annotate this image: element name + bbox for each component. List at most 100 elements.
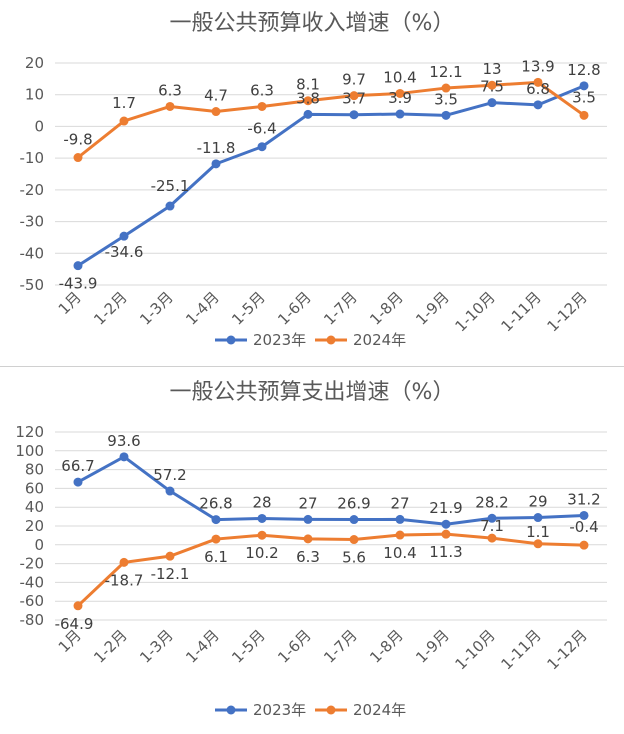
y-tick-label: 0 [34,117,44,135]
data-label: 66.7 [61,457,94,475]
y-tick-label: -40 [20,244,45,262]
data-label: 13.9 [521,57,554,75]
x-tick-label: 1-4月 [182,288,223,329]
data-point [441,83,451,93]
y-tick-label: -20 [20,181,45,199]
expenditure-chart-svg: 一般公共预算支出增速（%） -80-60-40-20020406080100120… [15,380,607,719]
data-point [73,261,83,271]
x-tick-label: 1-2月 [90,288,131,329]
data-point [211,107,221,117]
x-tick-label: 1-3月 [136,288,177,329]
data-point [487,98,497,108]
x-tick-label: 1-12月 [543,288,590,335]
data-point [303,534,313,544]
y-tick-label: 10 [25,86,44,104]
data-label: -25.1 [151,177,190,195]
data-point [119,557,129,567]
y-tick-label: -80 [20,611,45,629]
data-label: 31.2 [567,490,600,508]
data-label: 6.8 [526,80,550,98]
data-label: 3.8 [296,89,320,107]
expenditure-growth-chart: 一般公共预算支出增速（%） -80 -60 -40 -20 0 20 40 60 80 100 120… [0,367,624,734]
data-label: 4.7 [204,87,228,105]
data-point [73,153,83,163]
y-tick-label: 60 [25,479,44,497]
data-label: 26.9 [337,495,370,513]
data-point [257,513,267,523]
data-label: 9.7 [342,71,366,89]
data-label: 3.5 [434,90,458,108]
x-tick-label: 1-3月 [136,626,177,667]
data-label: 93.6 [107,432,140,450]
data-point [119,452,129,462]
data-point [349,515,359,525]
data-point [349,535,359,545]
data-point [303,96,313,106]
data-label: 3.7 [342,90,366,108]
x-tick-label: 1-7月 [320,626,361,667]
data-point [441,110,451,120]
x-tick-label: 1-10月 [451,626,498,673]
legend-swatch-marker [326,705,336,715]
data-label: -0.4 [569,518,598,536]
x-tick-label: 1-9月 [412,288,453,329]
data-label: 10.2 [245,544,278,562]
data-label: 13 [482,60,501,78]
x-tick-label: 1-11月 [497,626,544,673]
x-tick-label: 1-12月 [543,626,590,673]
x-tick-label: 1-5月 [228,288,269,329]
data-label: 28.2 [475,493,508,511]
legend-swatch-marker [326,335,336,345]
data-point [395,514,405,524]
chart-divider [0,366,624,367]
data-point [579,110,589,120]
data-point [349,91,359,101]
data-point [165,101,175,111]
data-label: 3.5 [572,88,596,106]
data-point [533,539,543,549]
data-label: 11.3 [429,543,462,561]
data-label: 5.6 [342,549,366,567]
y-tick-label: 100 [15,442,44,460]
data-label: 57.2 [153,466,186,484]
y-tick-label: -50 [20,276,45,294]
data-point [533,100,543,110]
data-point [395,88,405,98]
data-point [579,540,589,550]
data-label: -64.9 [55,615,94,633]
y-tick-label: 40 [25,498,44,516]
y-tick-label: 0 [34,536,44,554]
data-point [211,159,221,169]
legend-label: 2024年 [353,331,406,349]
data-point [487,80,497,90]
data-label: 1.1 [526,523,550,541]
data-point [579,510,589,520]
data-point [211,534,221,544]
y-tick-label: -10 [20,149,45,167]
data-label: 7.5 [480,78,504,96]
data-label: -9.8 [63,131,92,149]
data-point [349,110,359,120]
data-point [211,515,221,525]
data-point [487,533,497,543]
data-point [257,142,267,152]
data-label: 12.1 [429,63,462,81]
series-line-1 [76,80,586,160]
data-point [395,109,405,119]
data-label: 26.8 [199,495,232,513]
data-label: 6.3 [250,81,274,99]
data-label: 6.3 [158,81,182,99]
legend-label: 2023年 [253,701,306,719]
x-tick-label: 1-6月 [274,288,315,329]
y-tick-label: 80 [25,461,44,479]
x-tick-label: 1-8月 [366,626,407,667]
data-label: 6.3 [296,548,320,566]
x-tick-label: 1-7月 [320,288,361,329]
data-label: 27 [298,494,317,512]
legend-label: 2024年 [353,701,406,719]
data-point [257,101,267,111]
data-label: 7.1 [480,517,504,535]
data-point [395,530,405,540]
y-tick-label: -30 [20,213,45,231]
